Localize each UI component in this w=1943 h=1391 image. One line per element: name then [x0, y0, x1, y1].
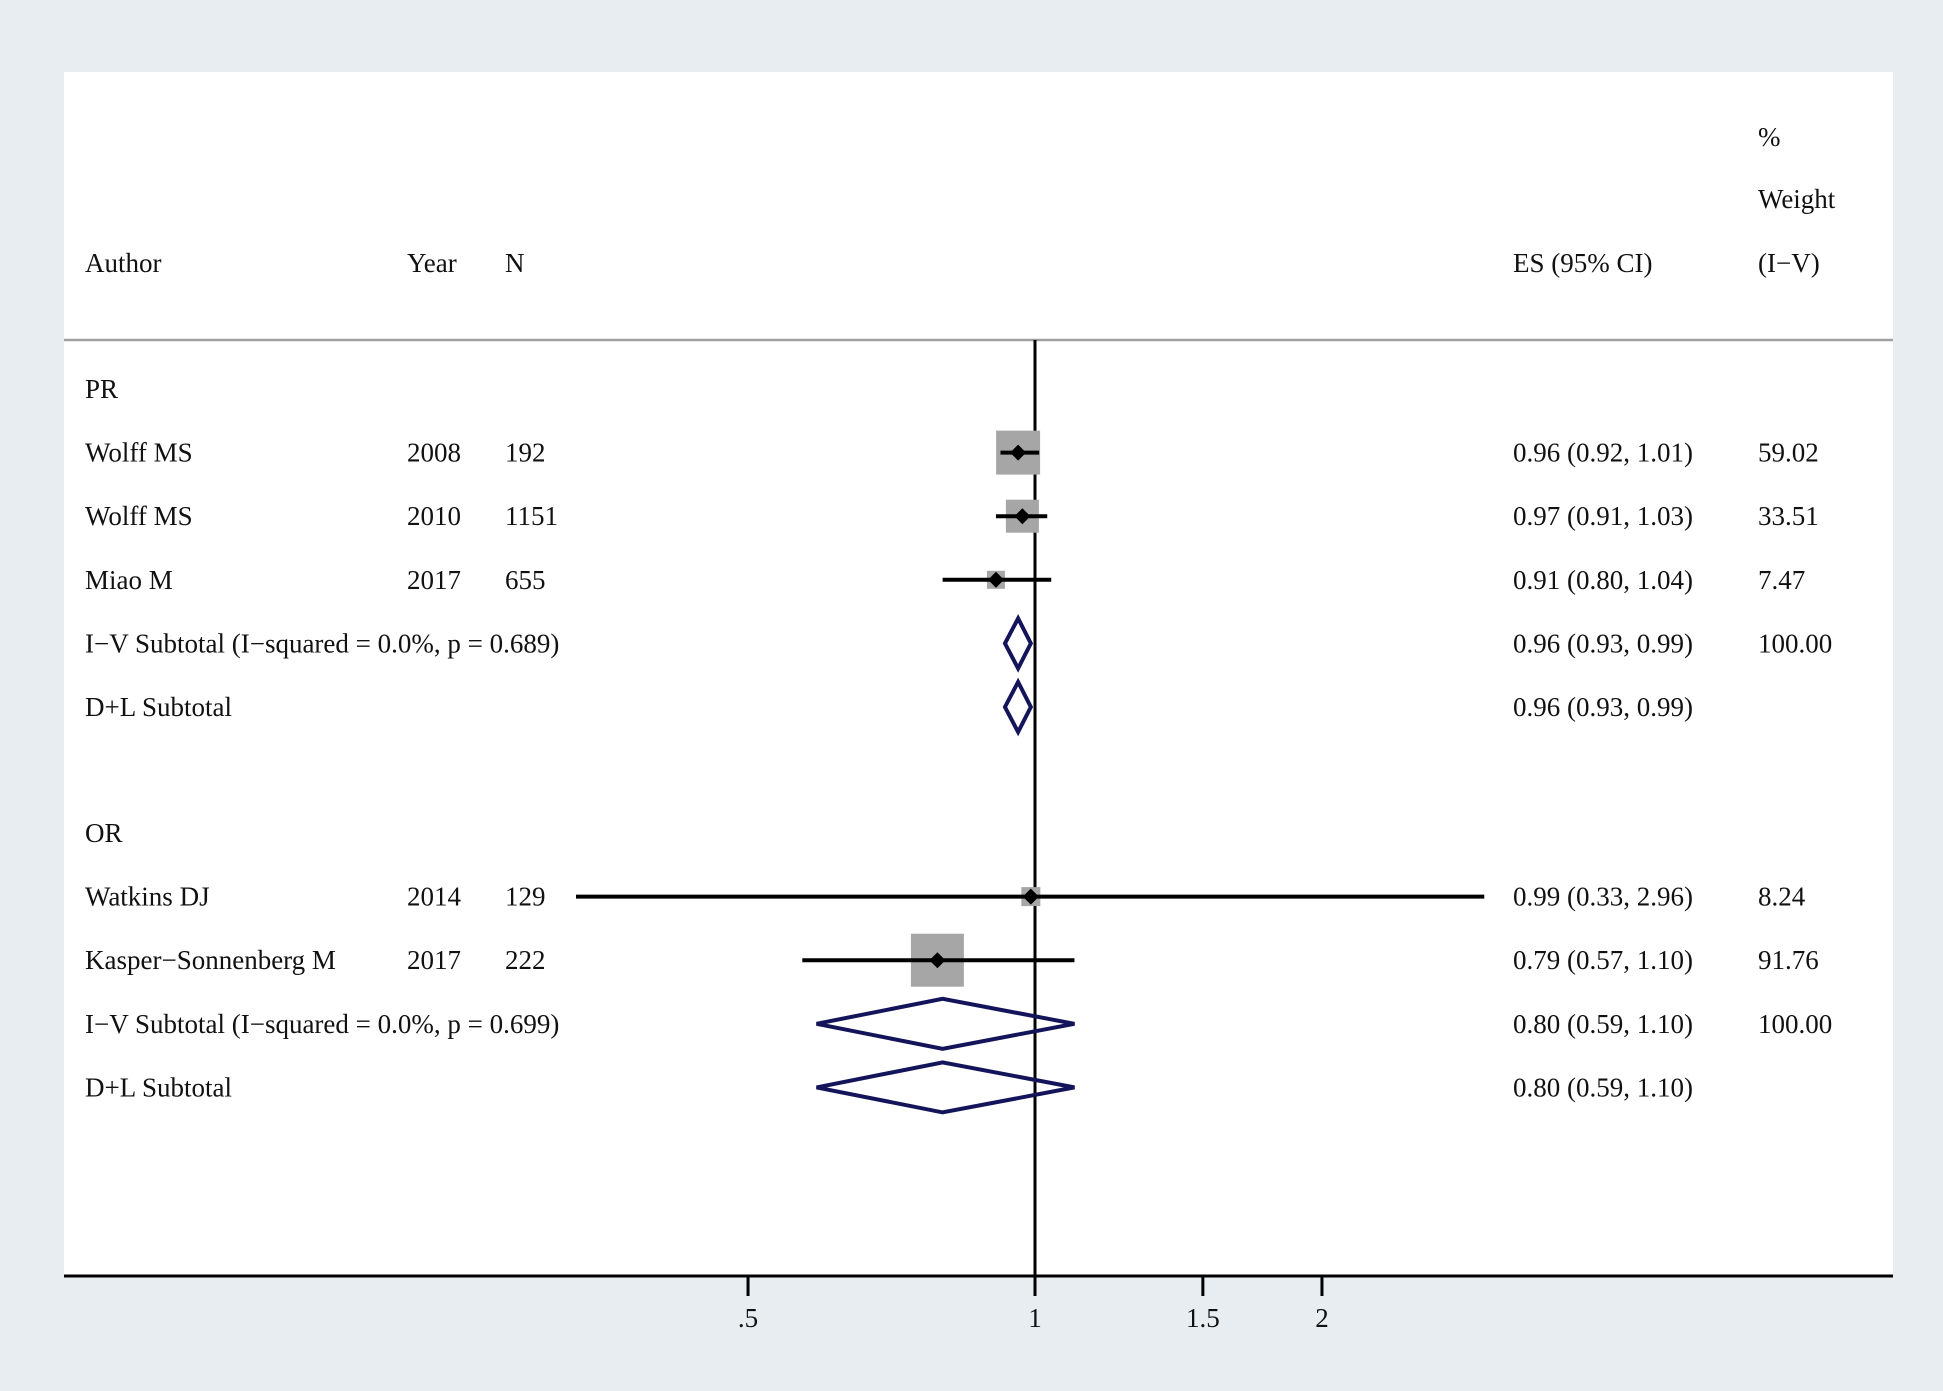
dl-subtotal-row: D+L Subtotal 0.80 (0.59, 1.10): [85, 1060, 1693, 1115]
iv-subtotal-row: I−V Subtotal (I−squared = 0.0%, p = 0.69…: [85, 996, 1832, 1051]
study-weight: 7.47: [1758, 565, 1805, 595]
study-n: 1151: [505, 501, 558, 531]
subtotal-label: D+L Subtotal: [85, 1072, 232, 1102]
study-row: Kasper−Sonnenberg M 2017 222 0.79 (0.57, 1.…: [85, 933, 1819, 987]
study-author: Wolff MS: [85, 438, 193, 468]
pooled-diamond: [1002, 614, 1034, 673]
study-row: Wolff MS 2010 1151 0.97 (0.91, 1.03) 33.51: [85, 499, 1819, 533]
x-tick-label: 1.5: [1186, 1303, 1220, 1333]
study-author: Watkins DJ: [85, 882, 210, 912]
group-label: PR: [85, 374, 118, 404]
study-weight: 59.02: [1758, 438, 1819, 468]
study-author: Wolff MS: [85, 501, 193, 531]
iv-subtotal-row: I−V Subtotal (I−squared = 0.0%, p = 0.68…: [85, 614, 1832, 673]
study-year: 2014: [407, 882, 462, 912]
study-row: Miao M 2017 655 0.91 (0.80, 1.04) 7.47: [85, 565, 1805, 595]
study-weight: 8.24: [1758, 882, 1806, 912]
subtotal-label: I−V Subtotal (I−squared = 0.0%, p = 0.68…: [85, 628, 559, 658]
group-label: OR: [85, 818, 123, 848]
study-author: Miao M: [85, 565, 173, 595]
study-n: 655: [505, 565, 546, 595]
point-estimate-marker: [1014, 508, 1031, 525]
subtotal-es-ci: 0.80 (0.59, 1.10): [1513, 1072, 1693, 1102]
study-author: Kasper−Sonnenberg M: [85, 945, 336, 975]
subtotal-weight: 100.00: [1758, 628, 1832, 658]
header-weight-label: Weight: [1758, 184, 1836, 214]
header-es: ES (95% CI): [1513, 248, 1652, 278]
subtotal-label: D+L Subtotal: [85, 692, 232, 722]
study-n: 222: [505, 945, 546, 975]
x-tick-label: 1: [1028, 1303, 1042, 1333]
study-year: 2017: [407, 565, 461, 595]
header-weight-method: (I−V): [1758, 248, 1820, 278]
study-n: 129: [505, 882, 546, 912]
subtotal-es-ci: 0.96 (0.93, 0.99): [1513, 628, 1693, 658]
subtotal-es-ci: 0.96 (0.93, 0.99): [1513, 692, 1693, 722]
study-es-ci: 0.96 (0.92, 1.01): [1513, 438, 1693, 468]
subtotal-weight: 100.00: [1758, 1009, 1832, 1039]
study-year: 2008: [407, 438, 461, 468]
x-axis: .5 1 1.5 2: [64, 1274, 1893, 1333]
plot-panel: [64, 72, 1893, 1276]
subtotal-es-ci: 0.80 (0.59, 1.10): [1513, 1009, 1693, 1039]
header-weight-pct: %: [1758, 122, 1781, 152]
study-weight: 91.76: [1758, 945, 1819, 975]
study-year: 2017: [407, 945, 461, 975]
dl-subtotal-row: D+L Subtotal 0.96 (0.93, 0.99): [85, 677, 1693, 737]
study-n: 192: [505, 438, 546, 468]
pooled-diamond: [1002, 677, 1034, 737]
x-tick-label: .5: [738, 1303, 758, 1333]
point-estimate-marker: [929, 952, 946, 969]
study-es-ci: 0.99 (0.33, 2.96): [1513, 882, 1693, 912]
point-estimate-marker: [987, 571, 1004, 588]
study-row: Watkins DJ 2014 129 0.99 (0.33, 2.96) 8.24: [85, 882, 1806, 912]
study-year: 2010: [407, 501, 461, 531]
point-estimate-marker: [1022, 888, 1039, 905]
study-es-ci: 0.91 (0.80, 1.04): [1513, 565, 1693, 595]
header-n: N: [505, 248, 525, 278]
x-tick-label: 2: [1315, 1303, 1329, 1333]
group-or: OR Watkins DJ 2014 129 0.99 (0.33, 2.96) 8.24…: [85, 818, 1832, 1115]
pooled-diamond: [816, 996, 1075, 1051]
study-es-ci: 0.97 (0.91, 1.03): [1513, 501, 1693, 531]
study-weight: 33.51: [1758, 501, 1819, 531]
subtotal-label: I−V Subtotal (I−squared = 0.0%, p = 0.69…: [85, 1009, 559, 1039]
study-row: Wolff MS 2008 192 0.96 (0.92, 1.01) 59.02: [85, 430, 1819, 475]
header-year: Year: [407, 248, 457, 278]
header-author: Author: [85, 248, 162, 278]
study-es-ci: 0.79 (0.57, 1.10): [1513, 945, 1693, 975]
pooled-diamond: [816, 1060, 1075, 1115]
column-headers: Author Year N ES (95% CI) % Weight (I−V): [85, 122, 1836, 278]
point-estimate-marker: [1010, 444, 1027, 461]
